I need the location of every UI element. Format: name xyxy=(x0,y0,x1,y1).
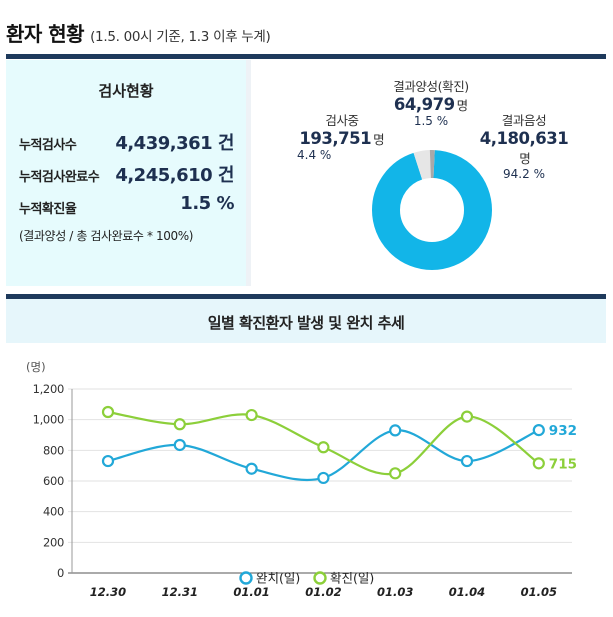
donut-label-positive: 결과양성(확진) 64,979 명 1.5 % xyxy=(371,76,491,128)
donut-label-negative: 결과음성 4,180,631 명 94.2 % xyxy=(469,110,579,181)
positive-count: 64,979 xyxy=(393,95,455,114)
end-value-label: 715 xyxy=(549,456,577,472)
x-tick-label: 01.02 xyxy=(305,585,341,599)
donut-slice-negative xyxy=(372,150,492,270)
testing-heading: 검사현황 xyxy=(98,82,154,100)
data-point[interactable] xyxy=(317,441,330,454)
y-tick-label: 200 xyxy=(43,535,64,549)
testing-percent: 4.4 % xyxy=(297,148,332,162)
y-tick-label: 1,200 xyxy=(33,382,64,396)
positive-percent: 1.5 % xyxy=(413,114,449,128)
test-result-donut-chart xyxy=(372,150,492,270)
stat-label-positive-rate: 누적확진율 xyxy=(19,202,77,217)
negative-unit: 명 xyxy=(519,151,531,166)
data-point[interactable] xyxy=(389,467,402,480)
data-point[interactable] xyxy=(460,410,474,423)
stat-label-completed-tests: 누적검사완료수 xyxy=(19,170,100,185)
y-tick-label: 800 xyxy=(43,443,64,457)
x-tick-label: 01.03 xyxy=(377,585,413,599)
data-point[interactable] xyxy=(532,423,545,437)
data-point[interactable] xyxy=(317,471,330,485)
negative-label: 결과음성 xyxy=(501,113,547,128)
legend-label[interactable]: 완치(일) xyxy=(256,571,300,586)
y-tick-label: 600 xyxy=(43,474,64,488)
positive-label: 결과양성(확진) xyxy=(393,79,469,94)
data-point[interactable] xyxy=(245,408,258,422)
y-tick-label: 1,000 xyxy=(33,413,64,427)
donut-label-testing: 검사중 193,751 명 4.4 % xyxy=(287,110,397,162)
legend-label[interactable]: 확진(일) xyxy=(330,571,374,586)
daily-trend-line-chart: (명) 1,200 1,000 800 600 400 200 0 12.30 12.31 01.0… xyxy=(26,360,577,599)
negative-count: 4,180,631 xyxy=(479,129,569,148)
testing-summary-panel: 검사현황 누적검사수 4,439,361 건 누적검사완료수 4,245,610… xyxy=(6,60,606,286)
positive-rate-formula: (결과양성 / 총 검사완료수 * 100%) xyxy=(19,229,193,243)
donut-slice-positive xyxy=(372,150,492,270)
data-point[interactable] xyxy=(101,405,115,419)
stat-label-total-tests: 누적검사수 xyxy=(19,138,77,153)
data-point[interactable] xyxy=(173,438,186,452)
testing-count: 193,751 xyxy=(299,129,372,148)
page-title: 환자 현황 xyxy=(6,22,85,46)
data-point[interactable] xyxy=(245,462,258,475)
page-subtitle: (1.5. 00시 기준, 1.3 이후 누계) xyxy=(90,29,271,45)
section-divider-top xyxy=(6,54,606,59)
testing-stats: 검사현황 누적검사수 4,439,361 건 누적검사완료수 4,245,610… xyxy=(6,60,246,286)
legend-marker[interactable] xyxy=(313,571,327,585)
daily-trend-panel: 일별 확진환자 발생 및 완치 추세 (명) 1,200 1,000 800 600 40… xyxy=(6,299,606,617)
testing-unit: 명 xyxy=(373,132,385,147)
positive-unit: 명 xyxy=(456,98,469,113)
x-tick-label: 12.30 xyxy=(90,585,126,599)
x-tick-label: 01.05 xyxy=(521,585,557,599)
page-header: 환자 현황 (1.5. 00시 기준, 1.3 이후 누계) xyxy=(6,18,271,48)
data-point[interactable] xyxy=(389,424,402,437)
x-tick-label: 01.01 xyxy=(233,585,269,599)
x-tick-label: 12.31 xyxy=(162,585,198,599)
test-result-donut-panel: 결과양성(확진) 64,979 명 1.5 % 검사중 193,751 명 4.4 … xyxy=(251,60,606,286)
data-point[interactable] xyxy=(460,454,474,468)
legend-marker[interactable] xyxy=(239,571,253,585)
stat-value-positive-rate: 1.5 % xyxy=(180,193,234,214)
stat-value-total-tests: 4,439,361 건 xyxy=(115,133,234,154)
chart-title: 일별 확진환자 발생 및 완치 추세 xyxy=(6,299,606,343)
data-point[interactable] xyxy=(173,418,186,431)
x-tick-label: 01.04 xyxy=(449,585,485,599)
data-point[interactable] xyxy=(532,457,545,470)
end-value-label: 932 xyxy=(549,423,577,439)
stat-value-completed-tests: 4,245,610 건 xyxy=(115,165,234,186)
testing-label: 검사중 xyxy=(325,113,359,128)
y-axis-label: (명) xyxy=(26,360,46,374)
y-tick-label: 400 xyxy=(43,505,64,519)
y-tick-label: 0 xyxy=(57,566,64,580)
negative-percent: 94.2 % xyxy=(503,167,545,181)
section-divider-chart xyxy=(6,294,606,299)
data-point[interactable] xyxy=(101,454,115,468)
